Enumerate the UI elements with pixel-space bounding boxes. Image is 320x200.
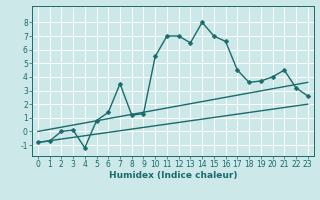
X-axis label: Humidex (Indice chaleur): Humidex (Indice chaleur) xyxy=(108,171,237,180)
